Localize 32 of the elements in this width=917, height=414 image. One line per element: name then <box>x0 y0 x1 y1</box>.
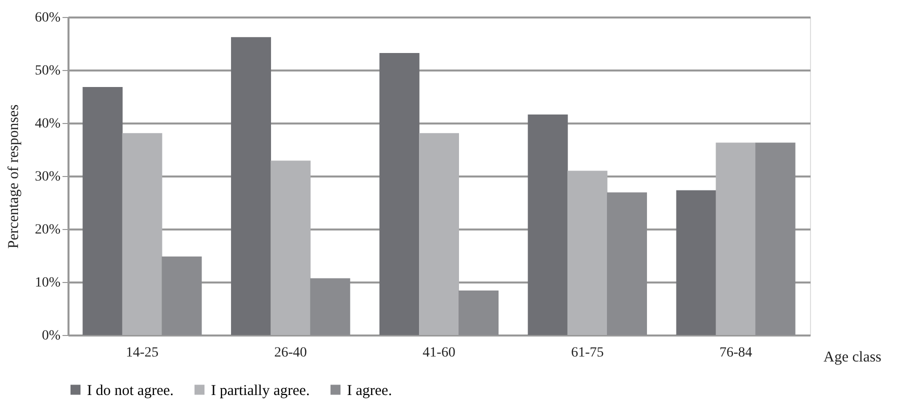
bar <box>270 160 311 335</box>
bar <box>528 114 568 335</box>
y-tick-label: 10% <box>34 276 61 290</box>
y-tick-label: 50% <box>34 64 61 78</box>
bar <box>82 86 123 335</box>
bar <box>310 278 350 335</box>
x-tick-label: 26-40 <box>274 346 307 360</box>
x-tick-label: 41-60 <box>422 346 456 360</box>
y-tick-label: 0% <box>42 328 61 344</box>
bar <box>419 133 459 335</box>
bar <box>755 142 796 335</box>
y-tick-label: 40% <box>34 116 61 132</box>
bar <box>122 133 162 335</box>
x-tick-label: 76-84 <box>719 346 752 360</box>
bar <box>162 256 202 335</box>
legend-label: I partially agree. <box>211 382 310 399</box>
legend-label: I agree. <box>347 382 392 399</box>
x-axis-title: Age class <box>824 350 882 366</box>
legend-label: I do not agree. <box>87 382 174 399</box>
y-tick-label: 20% <box>34 222 61 238</box>
bar <box>606 192 647 335</box>
y-axis-title: Percentage of responses <box>6 104 22 249</box>
x-tick-label: 14-25 <box>126 346 159 360</box>
bar <box>567 170 608 335</box>
bar <box>716 142 756 335</box>
bar <box>676 190 716 335</box>
x-tick-label: 61-75 <box>571 346 604 360</box>
y-tick-label: 30% <box>34 170 61 184</box>
bar <box>379 53 420 335</box>
y-tick-label: 60% <box>34 10 61 26</box>
bar <box>231 37 272 335</box>
bar <box>458 290 499 335</box>
